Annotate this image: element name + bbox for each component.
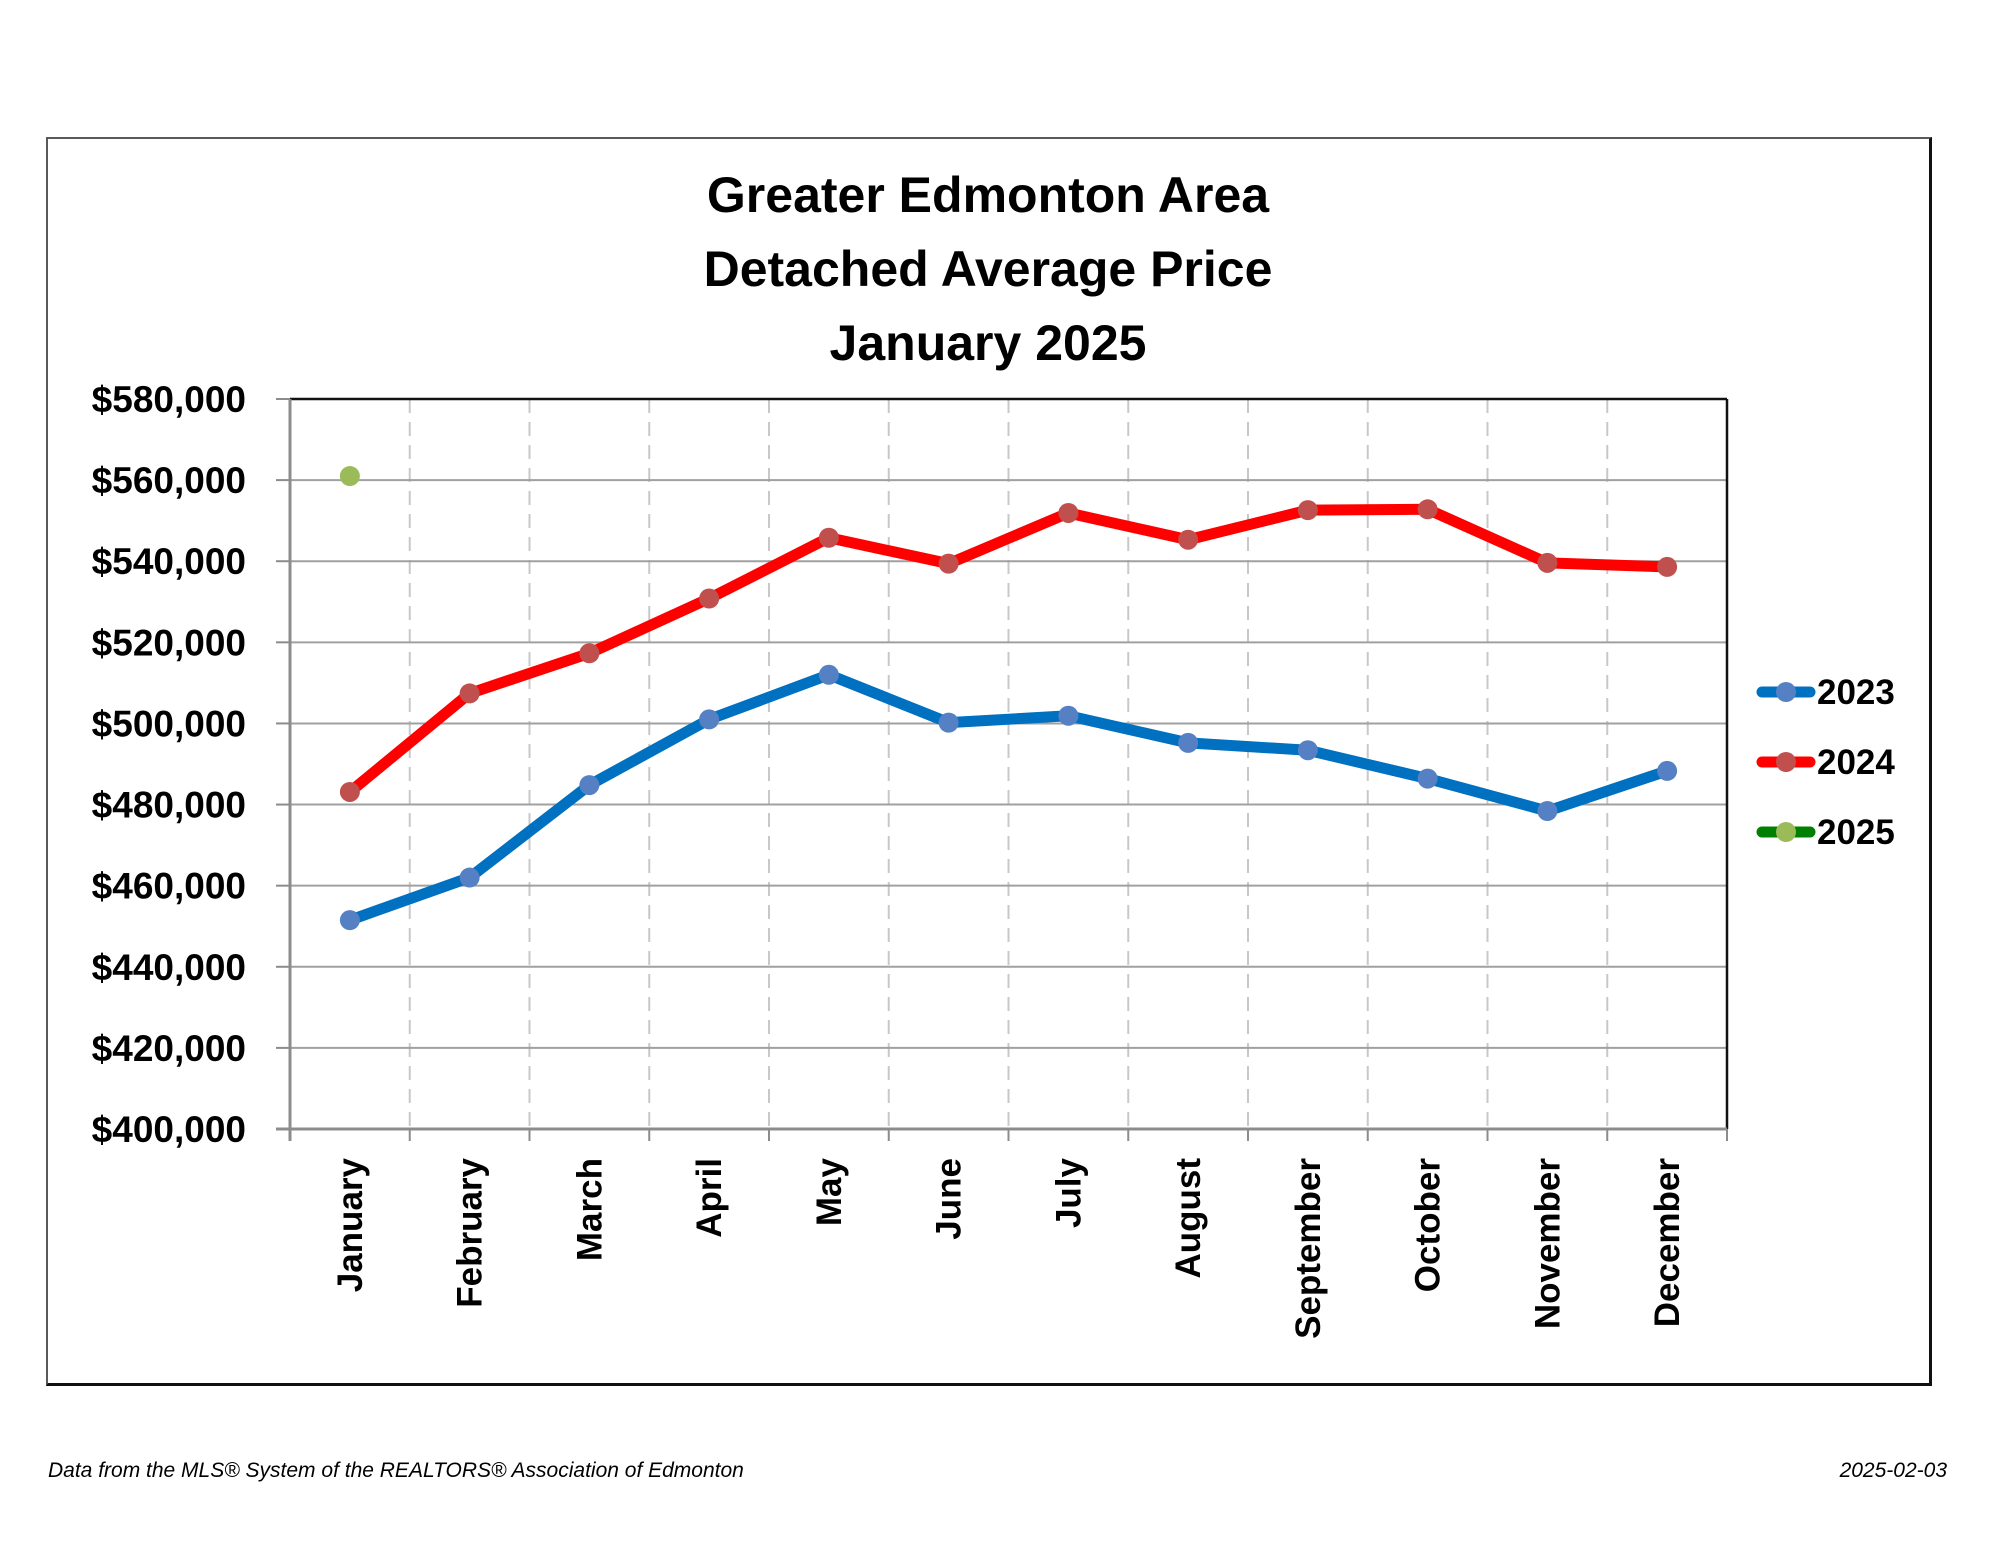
y-tick-label: $480,000 bbox=[92, 785, 246, 826]
y-tick-label: $460,000 bbox=[92, 866, 246, 907]
x-tick-label: May bbox=[810, 1157, 849, 1226]
x-tick-label: June bbox=[930, 1158, 969, 1240]
legend: 2023 2024 2025 bbox=[1756, 673, 1895, 852]
legend-item-2023: 2023 bbox=[1756, 673, 1895, 712]
legend-label: 2024 bbox=[1817, 743, 1895, 782]
x-tick-label: December bbox=[1648, 1158, 1687, 1328]
x-axis-labels: January February March April May June July Augu… bbox=[331, 1157, 1687, 1338]
legend-item-2025: 2025 bbox=[1756, 813, 1895, 852]
axes bbox=[276, 397, 1729, 1141]
data-point-2023-june bbox=[938, 712, 959, 733]
data-point-2023-july bbox=[1058, 705, 1079, 726]
y-tick-label: $420,000 bbox=[92, 1028, 246, 1069]
data-point-2023-april bbox=[699, 709, 720, 730]
data-point-2024-october bbox=[1417, 499, 1438, 520]
data-point-2024-july bbox=[1058, 502, 1079, 523]
series-line-2024 bbox=[344, 503, 1673, 798]
y-tick-label: $440,000 bbox=[92, 947, 246, 988]
x-tick-label: November bbox=[1528, 1158, 1567, 1330]
data-point-2024-january bbox=[339, 781, 360, 802]
x-tick-label: August bbox=[1169, 1158, 1208, 1279]
x-tick-label: January bbox=[331, 1157, 370, 1292]
data-point-2025-january bbox=[339, 466, 360, 487]
y-tick-label: $540,000 bbox=[92, 541, 246, 582]
chart-title-line-3: January 2025 bbox=[830, 315, 1147, 371]
data-point-2024-may bbox=[818, 527, 839, 548]
y-tick-label: $560,000 bbox=[92, 460, 246, 501]
data-point-2024-february bbox=[459, 683, 480, 704]
series bbox=[339, 466, 1678, 931]
legend-item-2024: 2024 bbox=[1756, 743, 1895, 782]
chart-frame bbox=[46, 137, 1932, 1386]
y-tick-label: $580,000 bbox=[92, 379, 246, 420]
data-point-2023-january bbox=[339, 910, 360, 931]
data-point-2023-december bbox=[1657, 760, 1678, 781]
y-tick-label: $500,000 bbox=[92, 703, 246, 744]
data-point-2023-september bbox=[1297, 740, 1318, 761]
y-tick-label: $400,000 bbox=[92, 1109, 246, 1150]
data-point-2023-february bbox=[459, 867, 480, 888]
legend-label: 2025 bbox=[1817, 813, 1895, 852]
x-tick-label: July bbox=[1049, 1157, 1088, 1228]
data-point-2024-august bbox=[1178, 529, 1199, 550]
data-point-2023-august bbox=[1178, 732, 1199, 753]
x-tick-label: September bbox=[1289, 1158, 1328, 1339]
chart-title-line-1: Greater Edmonton Area bbox=[707, 167, 1270, 223]
x-tick-label: February bbox=[451, 1157, 490, 1307]
data-point-2024-november bbox=[1537, 552, 1558, 573]
footer-source-note: Data from the MLS® System of the REALTOR… bbox=[48, 1459, 744, 1482]
series-line-2023 bbox=[344, 669, 1673, 926]
x-tick-label: March bbox=[570, 1158, 609, 1261]
data-point-2023-november bbox=[1537, 801, 1558, 822]
data-point-2024-december bbox=[1657, 556, 1678, 577]
data-point-2024-april bbox=[699, 588, 720, 609]
legend-marker-swatch bbox=[1776, 682, 1796, 702]
data-point-2023-may bbox=[818, 664, 839, 685]
y-axis-labels: $400,000 $420,000 $440,000 $460,000 $480,000… bbox=[92, 379, 246, 1150]
data-point-2023-october bbox=[1417, 768, 1438, 789]
data-point-2023-march bbox=[579, 775, 600, 796]
chart-title-line-2: Detached Average Price bbox=[704, 241, 1273, 297]
legend-label: 2023 bbox=[1817, 673, 1895, 712]
legend-marker-swatch bbox=[1776, 752, 1796, 772]
legend-marker-swatch bbox=[1776, 822, 1796, 842]
y-tick-label: $520,000 bbox=[92, 622, 246, 663]
x-tick-label: April bbox=[690, 1158, 729, 1238]
data-point-2024-march bbox=[579, 643, 600, 664]
data-point-2024-september bbox=[1297, 500, 1318, 521]
footer-date: 2025-02-03 bbox=[1839, 1459, 1947, 1482]
chart-title: Greater Edmonton Area Detached Average P… bbox=[704, 167, 1273, 371]
x-tick-label: October bbox=[1409, 1158, 1448, 1293]
gridlines bbox=[290, 399, 1727, 1129]
data-point-2024-june bbox=[938, 553, 959, 574]
